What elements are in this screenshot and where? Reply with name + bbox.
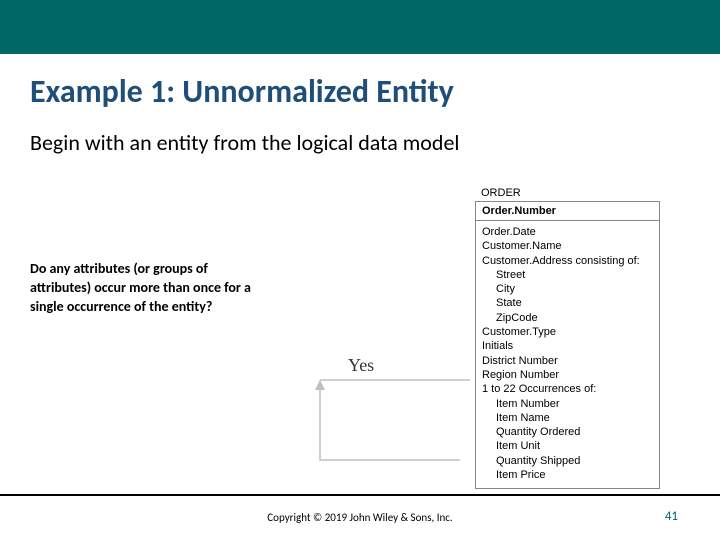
header-bar — [0, 0, 720, 54]
entity-key: Order.Number — [475, 201, 660, 220]
attr-sub: Item Unit — [482, 439, 653, 453]
attr: Initials — [482, 339, 653, 353]
attr-sub: Street — [482, 268, 653, 282]
attr-sub: State — [482, 296, 653, 310]
attr-sub: Quantity Ordered — [482, 425, 653, 439]
attr-sub: City — [482, 282, 653, 296]
page-number: 41 — [665, 509, 678, 524]
slide-subtitle: Begin with an entity from the logical da… — [0, 111, 720, 156]
attr: Region Number — [482, 368, 653, 382]
attr: Customer.Type — [482, 325, 653, 339]
attr-sub: ZipCode — [482, 311, 653, 325]
attr: Customer.Name — [482, 239, 653, 253]
entity-attributes: Order.Date Customer.Name Customer.Addres… — [475, 220, 660, 489]
attr: District Number — [482, 354, 653, 368]
attr-sub: Item Price — [482, 468, 653, 482]
entity-name: ORDER — [475, 185, 660, 201]
slide-title: Example 1: Unnormalized Entity — [0, 54, 720, 111]
copyright-text: Copyright © 2019 John Wiley & Sons, Inc. — [0, 511, 720, 524]
attr: 1 to 22 Occurrences of: — [482, 382, 653, 396]
attr-sub: Quantity Shipped — [482, 454, 653, 468]
attr-sub: Item Number — [482, 397, 653, 411]
question-text: Do any attributes (or groups of attribut… — [30, 260, 270, 317]
footer-divider — [0, 494, 720, 496]
attr-sub: Item Name — [482, 411, 653, 425]
entity-diagram: ORDER Order.Number Order.Date Customer.N… — [475, 185, 660, 489]
decision-arrow — [300, 345, 475, 475]
attr: Customer.Address consisting of: — [482, 254, 653, 268]
attr: Order.Date — [482, 225, 653, 239]
